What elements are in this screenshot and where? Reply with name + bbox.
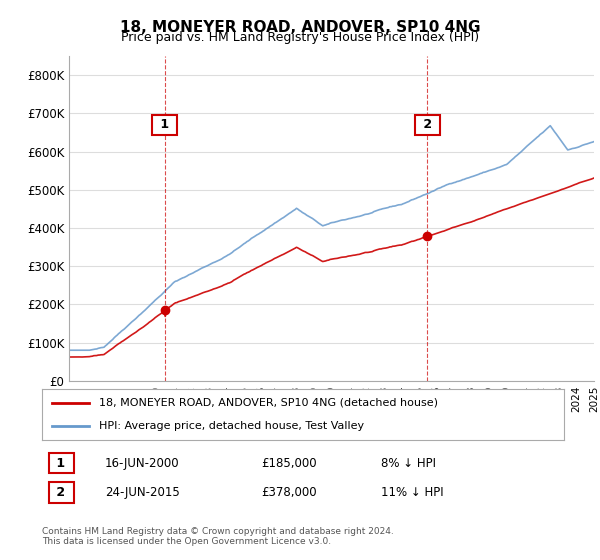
Text: HPI: Average price, detached house, Test Valley: HPI: Average price, detached house, Test…: [100, 421, 365, 431]
Text: 18, MONEYER ROAD, ANDOVER, SP10 4NG (detached house): 18, MONEYER ROAD, ANDOVER, SP10 4NG (det…: [100, 398, 439, 408]
Text: 18, MONEYER ROAD, ANDOVER, SP10 4NG: 18, MONEYER ROAD, ANDOVER, SP10 4NG: [120, 20, 480, 35]
Text: 24-JUN-2015: 24-JUN-2015: [104, 486, 179, 499]
Text: 2: 2: [419, 118, 436, 131]
Text: 8% ↓ HPI: 8% ↓ HPI: [382, 456, 436, 470]
Text: 16-JUN-2000: 16-JUN-2000: [104, 456, 179, 470]
Text: 11% ↓ HPI: 11% ↓ HPI: [382, 486, 444, 499]
Text: £378,000: £378,000: [261, 486, 317, 499]
Text: 2: 2: [52, 486, 70, 499]
Text: 1: 1: [156, 118, 173, 131]
Text: 1: 1: [52, 456, 70, 470]
Text: £185,000: £185,000: [261, 456, 317, 470]
Text: Contains HM Land Registry data © Crown copyright and database right 2024.
This d: Contains HM Land Registry data © Crown c…: [42, 526, 394, 546]
Text: Price paid vs. HM Land Registry's House Price Index (HPI): Price paid vs. HM Land Registry's House …: [121, 31, 479, 44]
